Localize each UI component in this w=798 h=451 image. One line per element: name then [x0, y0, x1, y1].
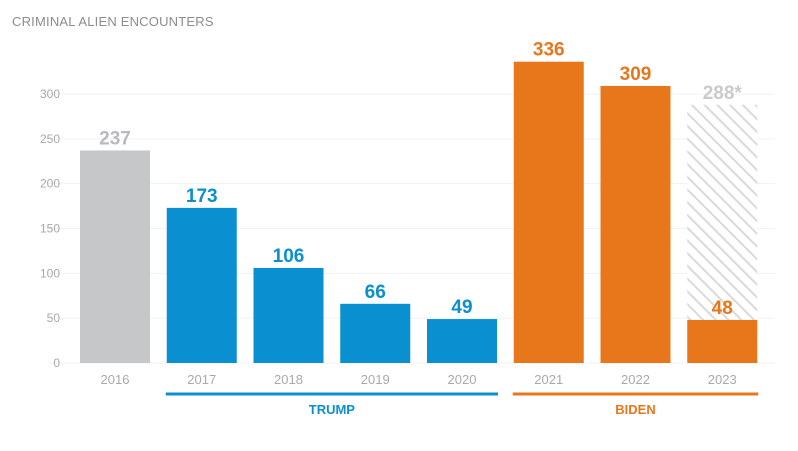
- value-label-2022: 309: [620, 64, 652, 85]
- y-tick-label-0: 0: [53, 356, 60, 370]
- value-label-2018: 106: [273, 246, 305, 267]
- y-axis: 0 50 100 150 200 250 300: [40, 87, 60, 370]
- x-tick-label-2019: 2019: [361, 372, 390, 387]
- bars: 237 173 106 66 49 336 309 288* 48: [80, 40, 758, 364]
- y-tick-label-200: 200: [40, 177, 60, 191]
- bar-2021: [513, 61, 584, 363]
- x-tick-label-2022: 2022: [621, 372, 650, 387]
- value-label-2023: 48: [712, 298, 733, 319]
- x-tick-label-2021: 2021: [534, 372, 563, 387]
- bar-2023: [687, 319, 758, 363]
- administration-groups: TRUMP BIDEN: [165, 392, 759, 417]
- value-label-2019: 66: [365, 282, 386, 303]
- y-tick-label-100: 100: [40, 266, 60, 280]
- value-label-2017: 173: [186, 186, 218, 207]
- x-tick-label-2017: 2017: [187, 372, 216, 387]
- bar-2022: [600, 85, 671, 364]
- group-label-biden: BIDEN: [615, 402, 655, 417]
- x-tick-label-2023: 2023: [708, 372, 737, 387]
- value-label-2021: 336: [533, 40, 565, 61]
- bar-2016: [80, 150, 150, 363]
- x-axis: 2016 2017 2018 2019 2020 2021 2022 2023: [101, 372, 737, 387]
- y-tick-label-250: 250: [40, 132, 60, 146]
- y-tick-label-150: 150: [40, 222, 60, 236]
- bar-2018: [253, 267, 324, 363]
- x-tick-label-2018: 2018: [274, 372, 303, 387]
- group-label-trump: TRUMP: [309, 402, 356, 417]
- x-tick-label-2020: 2020: [448, 372, 477, 387]
- bar-2020: [427, 319, 497, 363]
- bar-2017: [166, 207, 237, 363]
- value-label-2016: 237: [99, 128, 131, 149]
- bar-2019: [340, 303, 411, 363]
- x-tick-label-2016: 2016: [101, 372, 130, 387]
- y-tick-label-50: 50: [47, 311, 61, 325]
- value-label-2020: 49: [451, 297, 472, 318]
- y-tick-label-300: 300: [40, 87, 60, 101]
- chart-title: CRIMINAL ALIEN ENCOUNTERS: [12, 14, 214, 29]
- value-label-projected-2023: 288*: [703, 83, 743, 104]
